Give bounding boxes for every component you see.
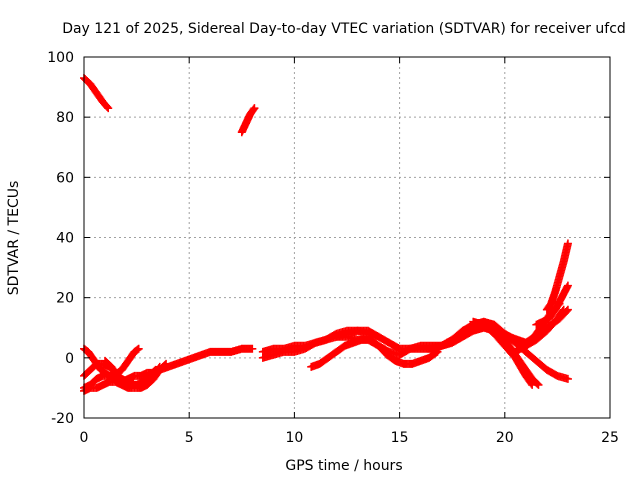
- series-arc-14: [490, 326, 543, 389]
- data-point-marker: [249, 105, 258, 114]
- x-tick-label: 15: [391, 430, 409, 446]
- data-point-marker: [562, 306, 571, 315]
- y-tick-label: 80: [56, 110, 74, 126]
- data-point-marker: [250, 104, 259, 113]
- data-points: [80, 74, 572, 395]
- data-point-marker: [134, 344, 143, 353]
- data-point-marker: [563, 239, 572, 248]
- series-arc-18: [542, 239, 572, 314]
- data-point-marker: [161, 360, 170, 369]
- data-point-marker: [248, 344, 257, 353]
- data-point-marker: [150, 366, 159, 375]
- chart-title: Day 121 of 2025, Sidereal Day-to-day VTE…: [62, 21, 626, 37]
- data-point-marker: [534, 380, 543, 389]
- y-tick-label: 100: [47, 50, 74, 66]
- y-tick-label: 60: [56, 170, 74, 186]
- x-tick-label: 10: [285, 430, 303, 446]
- x-tick-label: 20: [496, 430, 514, 446]
- data-point-marker: [563, 305, 572, 314]
- y-tick-label: -20: [51, 411, 74, 427]
- data-point-marker: [103, 102, 112, 111]
- series-arc-10: [307, 335, 442, 371]
- data-point-marker: [563, 281, 572, 290]
- x-tick-label: 5: [185, 430, 194, 446]
- series-arc-19: [532, 281, 572, 329]
- axis-ticks: 0 5 10 15 20 25 -20 0 20 40 60 80 100: [47, 50, 619, 446]
- series-arc-7: [101, 356, 160, 389]
- data-point-marker: [104, 104, 113, 113]
- x-axis-label: GPS time / hours: [285, 458, 402, 474]
- series-arc-2: [237, 104, 259, 137]
- y-tick-label: 20: [56, 291, 74, 307]
- data-point-marker: [151, 365, 160, 374]
- data-point-marker: [162, 359, 171, 368]
- data-point-marker: [533, 379, 542, 388]
- x-tick-label: 25: [601, 430, 619, 446]
- x-tick-label: 0: [80, 430, 89, 446]
- y-axis-label: SDTVAR / TECUs: [6, 181, 22, 296]
- series-arc-17: [521, 305, 572, 350]
- y-tick-label: 40: [56, 231, 74, 247]
- data-point-marker: [563, 374, 572, 383]
- y-tick-label: 0: [65, 351, 74, 367]
